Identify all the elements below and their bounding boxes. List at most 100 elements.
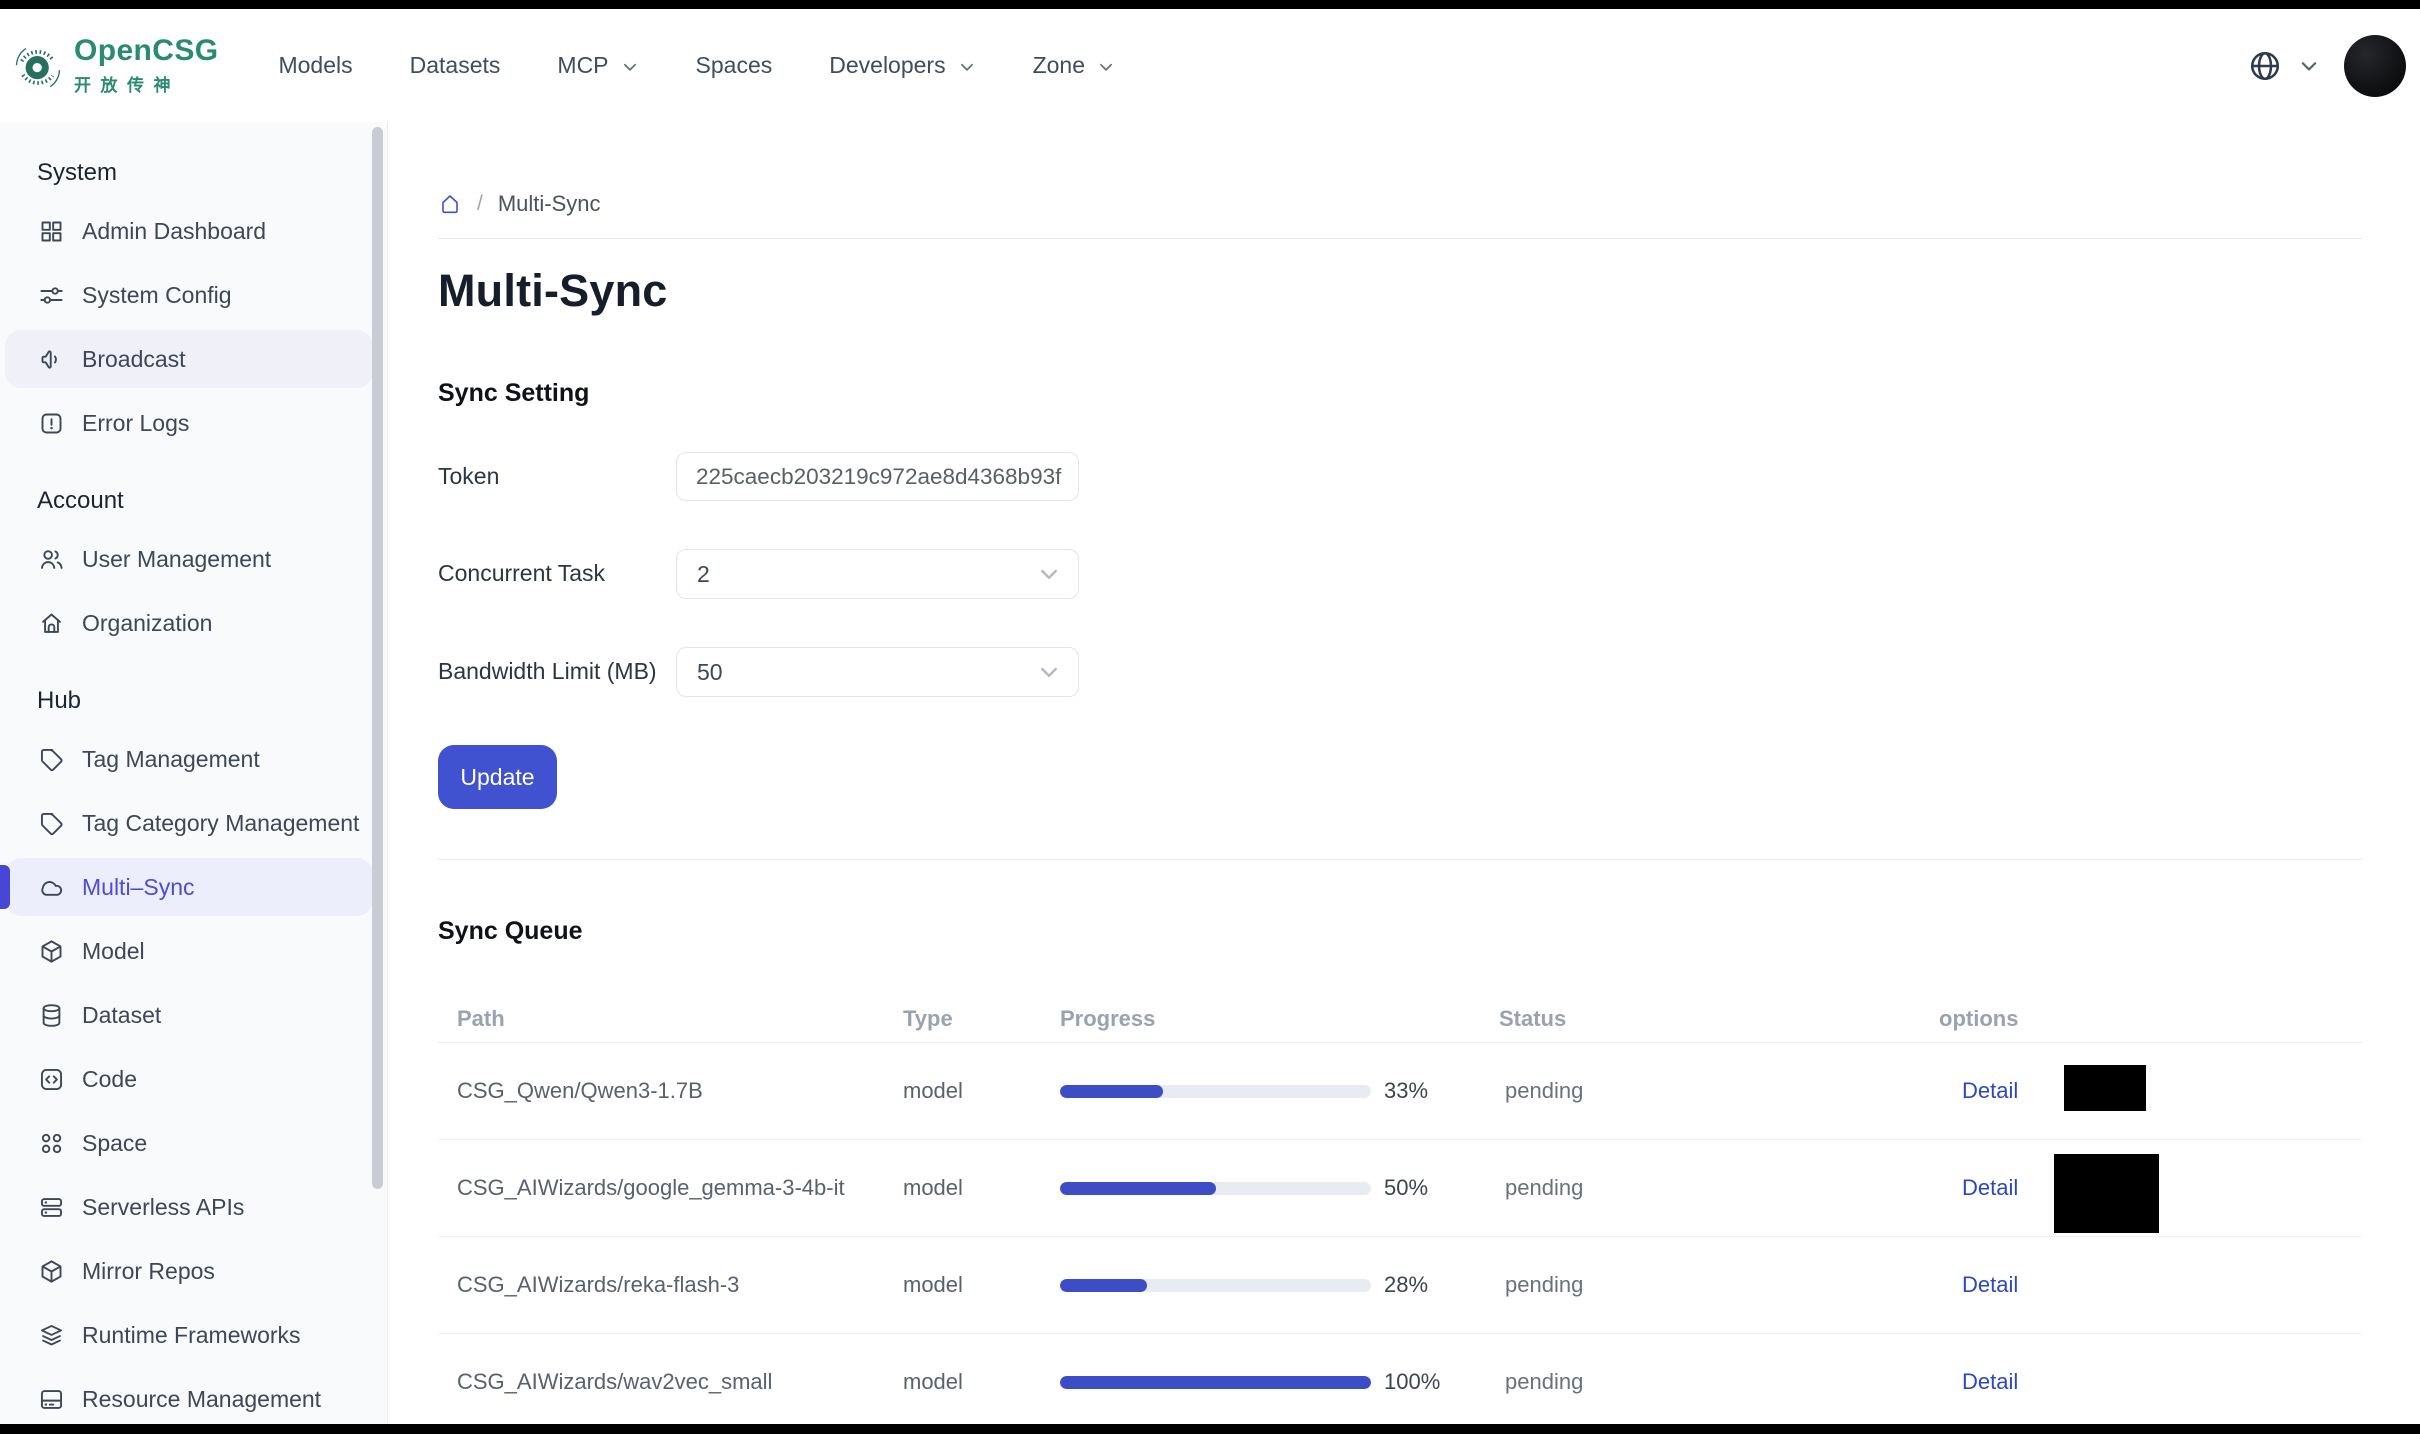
- chevron-down-icon: [1037, 660, 1061, 684]
- detail-link[interactable]: Detail: [1962, 1272, 2019, 1297]
- sidebar-item-label: Tag Management: [82, 745, 260, 772]
- tag-icon: [38, 810, 65, 837]
- chevron-down-icon: [958, 58, 976, 76]
- options-cell: Detail: [1939, 1043, 2362, 1139]
- select-value: 50: [697, 658, 723, 685]
- sidebar-item-label: Organization: [82, 609, 213, 636]
- sliders-icon: [38, 282, 65, 309]
- nav-item-label: Datasets: [409, 52, 501, 78]
- sidebar-item-model[interactable]: Model: [5, 922, 373, 980]
- cell-path: CSG_AIWizards/reka-flash-3: [457, 1272, 740, 1297]
- sidebar-scrollbar[interactable]: [372, 127, 383, 1189]
- sidebar-item-admin-dashboard[interactable]: Admin Dashboard: [5, 202, 373, 260]
- sidebar-item-label: Resource Management: [82, 1385, 322, 1412]
- detail-link[interactable]: Detail: [1962, 1369, 2019, 1394]
- megaphone-icon: [38, 346, 65, 373]
- space-grid-icon: [38, 1130, 65, 1157]
- nav-item-spaces[interactable]: Spaces: [696, 52, 773, 79]
- cell-path: CSG_Qwen/Qwen3-1.7B: [457, 1078, 703, 1103]
- sidebar-item-mirror-repos[interactable]: Mirror Repos: [5, 1242, 373, 1300]
- token-input[interactable]: [676, 452, 1079, 501]
- progress-percent: 50%: [1384, 1175, 1429, 1200]
- nav-item-datasets[interactable]: Datasets: [410, 52, 501, 79]
- code-icon: [38, 1066, 65, 1093]
- form-row-token: Token: [438, 452, 2362, 501]
- sidebar-section-title: Account: [37, 487, 124, 514]
- field-label: Bandwidth Limit (MB): [438, 658, 657, 684]
- progress-bar: [1060, 1084, 1371, 1098]
- opencsg-logo[interactable]: OpenCSG 开放传神: [12, 35, 218, 96]
- sidebar-item-multi-sync[interactable]: Multi–Sync: [0, 858, 373, 916]
- sidebar-item-tag-category-management[interactable]: Tag Category Management: [5, 794, 373, 852]
- table-row: CSG_Qwen/Qwen3-1.7B model 33% pending Detail: [438, 1043, 2362, 1140]
- nav-item-developers[interactable]: Developers: [829, 52, 975, 79]
- nav-item-zone[interactable]: Zone: [1033, 52, 1115, 79]
- body-row: System Admin Dashboard System Config Broadc…: [0, 122, 2420, 1434]
- sidebar-item-broadcast[interactable]: Broadcast: [5, 330, 373, 388]
- sidebar-item-tag-management[interactable]: Tag Management: [5, 730, 373, 788]
- sidebar-item-space[interactable]: Space: [5, 1114, 373, 1172]
- cell-type: model: [903, 1175, 963, 1200]
- progress-bar-fill: [1060, 1278, 1148, 1292]
- sidebar-item-serverless-apis[interactable]: Serverless APIs: [5, 1178, 373, 1236]
- sidebar-item-organization[interactable]: Organization: [5, 594, 373, 652]
- cloud-icon: [38, 874, 65, 901]
- breadcrumb: / Multi-Sync: [438, 191, 2362, 217]
- sidebar-item-error-logs[interactable]: Error Logs: [5, 394, 373, 452]
- concurrent-task-select[interactable]: 2: [676, 549, 1079, 599]
- field-label: Concurrent Task: [438, 560, 606, 586]
- field-control: [676, 452, 1079, 501]
- cell-path: CSG_AIWizards/google_gemma-3-4b-it: [457, 1175, 845, 1200]
- dashboard-grid-icon: [38, 218, 65, 245]
- package-icon: [38, 938, 65, 965]
- home-icon: [38, 610, 65, 637]
- detail-link[interactable]: Detail: [1962, 1175, 2019, 1200]
- table-row: CSG_AIWizards/google_gemma-3-4b-it model 5…: [438, 1140, 2362, 1237]
- nav-item-models[interactable]: Models: [278, 52, 352, 79]
- sidebar-item-label: Code: [82, 1065, 137, 1092]
- globe-icon[interactable]: [2248, 49, 2282, 83]
- sidebar-section-title: System: [37, 159, 118, 186]
- sidebar-item-label: Dataset: [82, 1001, 162, 1028]
- update-button[interactable]: Update: [438, 745, 557, 809]
- table-body: CSG_Qwen/Qwen3-1.7B model 33% pending Detail…: [438, 1043, 2362, 1431]
- database-icon: [38, 1002, 65, 1029]
- nav-item-label: Spaces: [695, 52, 773, 78]
- table-row: CSG_AIWizards/reka-flash-3 model 28% pendin…: [438, 1237, 2362, 1334]
- progress-bar: [1060, 1181, 1371, 1195]
- progress-bar: [1060, 1375, 1371, 1389]
- opencsg-logo-icon: [12, 40, 64, 92]
- sidebar-item-runtime-frameworks[interactable]: Runtime Frameworks: [5, 1306, 373, 1364]
- chevron-down-icon: [1097, 58, 1115, 76]
- status-text: pending: [1505, 1175, 1584, 1200]
- sidebar-item-system-config[interactable]: System Config: [5, 266, 373, 324]
- sidebar-item-code[interactable]: Code: [5, 1050, 373, 1108]
- form-row-bandwidth-limit-mb: Bandwidth Limit (MB) 50: [438, 647, 2362, 697]
- sidebar-item-resource-management[interactable]: Resource Management: [5, 1370, 373, 1428]
- redaction-box: [2054, 1154, 2159, 1233]
- sidebar-item-user-management[interactable]: User Management: [5, 530, 373, 588]
- progress-cell: 50%: [1060, 1175, 1499, 1201]
- chevron-down-icon[interactable]: [2298, 55, 2320, 77]
- sidebar-item-label: Multi–Sync: [82, 873, 195, 900]
- logo-text: OpenCSG 开放传神: [74, 35, 218, 96]
- bandwidth-limit-mb-select[interactable]: 50: [676, 647, 1079, 697]
- home-icon[interactable]: [438, 192, 462, 216]
- main-content: / Multi-Sync Multi-Sync Sync Setting Tok…: [388, 122, 2420, 1434]
- sidebar-item-dataset[interactable]: Dataset: [5, 986, 373, 1044]
- detail-link[interactable]: Detail: [1962, 1078, 2019, 1103]
- nav-item-mcp[interactable]: MCP: [557, 52, 638, 79]
- options-cell: Detail: [1939, 1334, 2362, 1430]
- divider: [438, 859, 2362, 860]
- sidebar-item-label: Runtime Frameworks: [82, 1321, 301, 1348]
- user-avatar[interactable]: [2344, 34, 2406, 97]
- screen-top-strip: [0, 0, 2420, 9]
- sync-queue-heading: Sync Queue: [438, 917, 583, 945]
- progress-bar-fill: [1060, 1375, 1371, 1389]
- field-control: 50: [676, 647, 1079, 697]
- sync-setting-heading: Sync Setting: [438, 379, 590, 407]
- sidebar-section-hub: Hub Tag Management Tag Category Management…: [0, 686, 387, 1428]
- column-header-options: options: [1939, 1005, 2019, 1031]
- sync-queue-table: Path Type Progress Status options CSG_Qwen/Q…: [438, 995, 2362, 1431]
